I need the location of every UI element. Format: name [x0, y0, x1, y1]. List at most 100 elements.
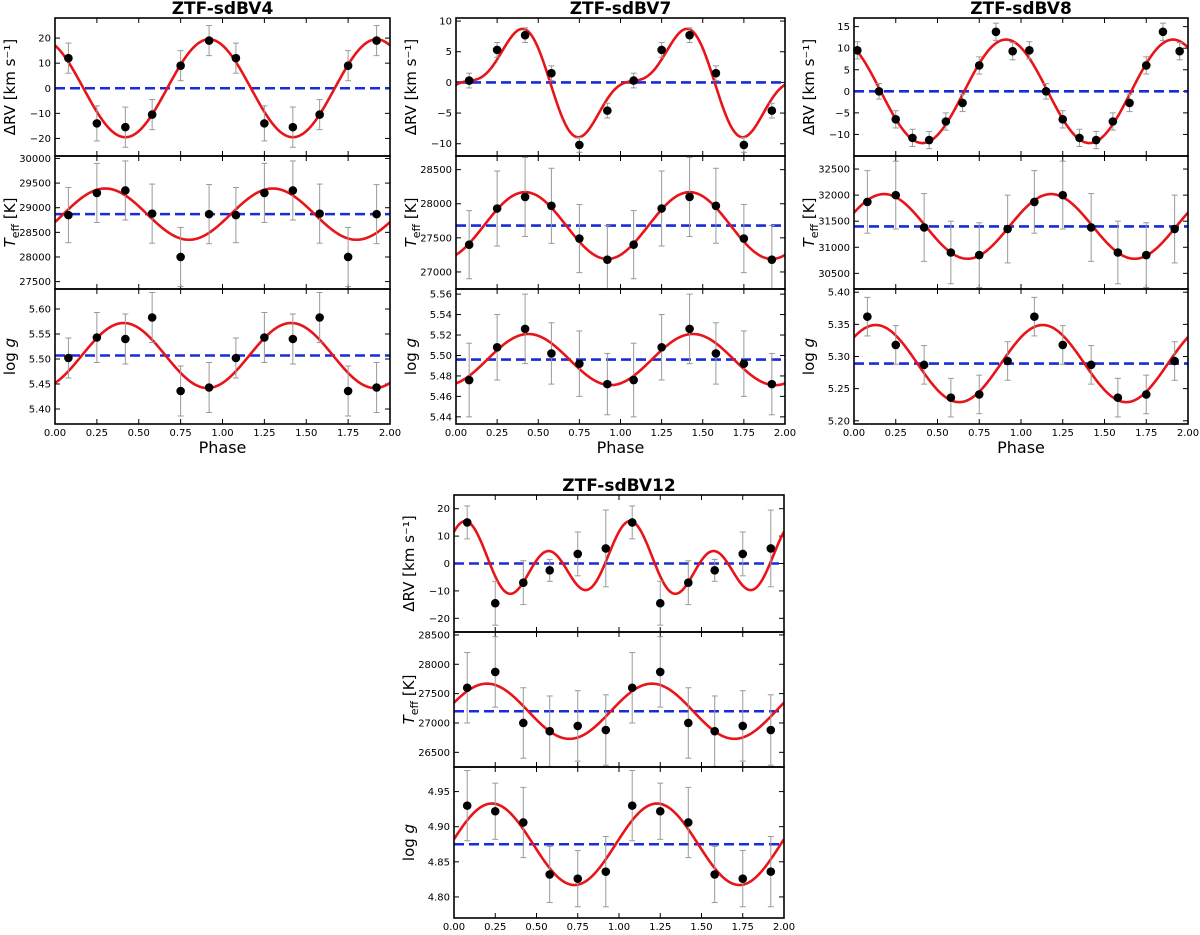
data-point	[1175, 46, 1184, 56]
data-point	[573, 874, 583, 883]
data-point	[519, 578, 528, 587]
y-tick-label: 0	[444, 559, 450, 570]
y-tick-label: 0	[446, 78, 452, 89]
fit-curve	[456, 27, 785, 139]
data-point	[711, 68, 721, 78]
y-tick-label: 5.56	[430, 290, 452, 301]
data-point	[121, 186, 130, 195]
data-point	[603, 379, 612, 389]
x-tick-label: 1.50	[295, 428, 317, 439]
x-tick-label: 0.00	[44, 428, 66, 439]
y-axis-label: log g	[1, 338, 19, 375]
data-point	[891, 115, 901, 124]
x-tick-label: 0.25	[86, 428, 108, 439]
data-point	[575, 140, 584, 150]
data-point	[919, 360, 929, 370]
y-tick-label: 4.85	[428, 857, 450, 868]
y-axis-label: Teff [K]	[1, 198, 22, 248]
data-point	[738, 874, 748, 883]
data-point	[490, 806, 500, 816]
data-point	[863, 197, 872, 207]
x-tick-label: 2.00	[773, 922, 795, 933]
data-point	[767, 255, 777, 264]
fit-curve	[456, 332, 785, 387]
data-point	[657, 45, 666, 55]
x-tick-label: 0.25	[486, 428, 508, 439]
data-point	[1041, 87, 1051, 96]
data-point	[738, 549, 748, 559]
data-point	[1141, 250, 1151, 260]
data-point	[1158, 27, 1168, 37]
y-axis-label: Teff [K]	[400, 675, 421, 725]
x-tick-label: 0.25	[484, 922, 506, 933]
x-tick-label: 1.50	[1093, 428, 1115, 439]
chart-title: ZTF-sdBV12	[562, 476, 675, 496]
panel-rv: −20 −10 0 10 20 ΔRV [km s⁻¹]	[400, 494, 785, 633]
data-point	[1141, 390, 1151, 399]
x-axis-label: Phase	[199, 438, 247, 457]
x-tick-label: 1.00	[608, 922, 630, 933]
y-tick-label: 5.35	[828, 320, 850, 331]
data-point	[1170, 224, 1179, 234]
data-point	[924, 135, 934, 145]
data-point	[629, 375, 638, 385]
data-point	[260, 119, 269, 128]
data-point	[520, 192, 530, 202]
panel-teff: 26500 27000 27500 28000 28500 Teff [K]	[400, 630, 785, 768]
y-tick-label: 27000	[420, 267, 452, 278]
data-point	[739, 140, 749, 150]
x-tick-label: 2.00	[1177, 428, 1199, 439]
data-point	[766, 867, 776, 876]
data-point	[64, 53, 73, 63]
data-point	[1058, 190, 1068, 200]
panel-logg: 5.20 5.25 5.30 5.35 5.40 0.00 0.25 0.50 0.75 1.00…	[800, 288, 1199, 439]
x-axis-label: Phase	[595, 932, 643, 935]
data-point	[462, 518, 472, 527]
y-tick-label: 5.50	[430, 351, 452, 362]
data-point	[1108, 117, 1118, 126]
data-point	[462, 683, 472, 693]
data-point	[710, 870, 719, 879]
y-tick-label: 27500	[418, 689, 450, 700]
x-tick-label: 2.00	[774, 428, 796, 439]
x-tick-label: 0.00	[843, 428, 865, 439]
x-tick-label: 1.75	[732, 922, 754, 933]
data-point	[891, 190, 901, 200]
chart-ztf-sdbv12: ZTF-sdBV12 −20 −10 0 10 20 ΔRV [km s⁻¹] 26500 27…	[400, 476, 795, 935]
panel-teff: 27000 27500 28000 28500 Teff [K]	[402, 155, 786, 290]
data-point	[710, 726, 719, 736]
fit-curve	[454, 802, 784, 887]
panel-frame	[455, 17, 786, 157]
y-tick-label: 30000	[19, 154, 51, 165]
data-point	[490, 667, 500, 677]
y-tick-label: 5.45	[29, 380, 51, 391]
y-tick-label: 5	[446, 47, 452, 58]
fit-curve	[854, 192, 1188, 261]
data-point	[288, 334, 298, 344]
data-point	[204, 383, 214, 392]
y-tick-label: 5.46	[430, 392, 452, 403]
chart-title: ZTF-sdBV8	[970, 0, 1072, 19]
x-axis-label: Phase	[597, 438, 645, 457]
data-point	[343, 61, 353, 70]
y-tick-label: 31000	[818, 243, 850, 254]
data-point	[766, 725, 776, 735]
chart-ztf-sdbv7: ZTF-sdBV7 −10 −5 0 5 10 ΔRV [km s⁻¹] 27000 27500…	[402, 0, 796, 457]
data-point	[490, 598, 500, 608]
data-point	[1058, 340, 1068, 350]
y-tick-label: 26500	[418, 748, 450, 759]
data-point	[260, 188, 269, 198]
panel-logg: 5.40 5.45 5.50 5.55 5.60 0.00 0.25 0.50 0.75 1.00…	[1, 288, 401, 439]
data-point	[655, 667, 665, 677]
panel-teff: 27500 28000 28500 29000 29500 30000 Teff [K]	[1, 154, 391, 290]
panel-teff: 30500 31000 31500 32000 32500 Teff [K]	[800, 155, 1189, 290]
panel-logg: 5.44 5.46 5.48 5.50 5.52 5.54 5.56 0.00 0.25 0.50…	[402, 288, 796, 439]
chart-ztf-sdbv8: ZTF-sdBV8 −10 −5 0 5 10 15 ΔRV [km s⁻¹] 30500 310…	[800, 0, 1199, 457]
data-point	[545, 870, 554, 879]
data-point	[991, 27, 1001, 37]
y-tick-label: 0	[844, 87, 850, 98]
data-point	[92, 119, 102, 128]
data-point	[946, 248, 956, 257]
panel-rv: −10 −5 0 5 10 15 ΔRV [km s⁻¹]	[800, 17, 1189, 157]
